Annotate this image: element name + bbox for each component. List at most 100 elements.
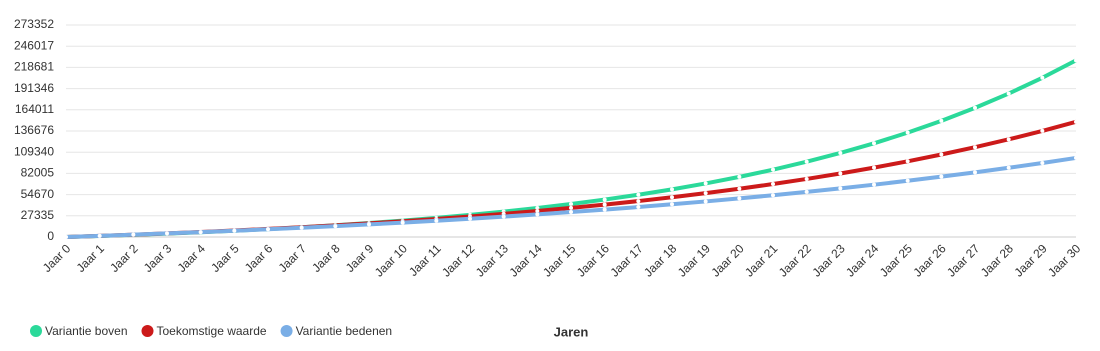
legend-marker [141, 325, 154, 337]
x-tick-label: Jaar 13 [473, 241, 511, 279]
x-tick-label: Jaar 15 [540, 241, 578, 279]
data-point [97, 233, 102, 238]
data-point [602, 202, 607, 207]
data-point [939, 152, 944, 157]
x-tick-label: Jaar 3 [141, 241, 175, 275]
x-axis-title: Jaren [554, 324, 589, 339]
x-tick-label: Jaar 6 [242, 241, 276, 275]
data-point [771, 182, 775, 187]
data-point [670, 202, 674, 207]
x-tick-label: Jaar 23 [809, 241, 847, 279]
data-point [636, 205, 641, 210]
legend-marker [280, 325, 293, 337]
x-tick-label: Jaar 11 [406, 241, 444, 279]
data-point [703, 199, 708, 204]
x-tick-label: Jaar 2 [107, 241, 141, 275]
data-point [939, 118, 944, 123]
data-point [333, 224, 338, 229]
data-point [501, 214, 506, 219]
data-point [535, 212, 540, 217]
data-point [703, 181, 708, 186]
x-tick-label: Jaar 5 [208, 241, 242, 275]
x-tick-label: Jaar 26 [910, 241, 948, 279]
y-tick-label: 109340 [14, 144, 54, 158]
x-tick-label: Jaar 25 [877, 241, 915, 279]
data-point [569, 210, 573, 215]
y-tick-label: 0 [47, 229, 54, 243]
data-point [367, 222, 371, 227]
legend-label: Toekomstige waarde [157, 324, 267, 338]
x-tick-label: Jaar 27 [944, 241, 982, 279]
data-point [1006, 165, 1011, 170]
data-point [535, 208, 540, 213]
data-point [905, 178, 910, 183]
data-point [804, 159, 809, 164]
data-point [737, 174, 742, 179]
data-point [838, 150, 843, 155]
x-tick-label: Jaar 20 [708, 241, 746, 279]
data-point [872, 182, 876, 187]
data-point [434, 218, 439, 223]
x-tick-label: Jaar 28 [978, 241, 1016, 279]
data-point [737, 186, 742, 191]
x-tick-label: Jaar 24 [843, 241, 881, 279]
x-tick-label: Jaar 12 [439, 241, 477, 279]
x-tick-label: Jaar 4 [175, 241, 209, 275]
x-tick-label: Jaar 14 [506, 241, 544, 279]
x-tick-label: Jaar 8 [309, 241, 343, 275]
y-tick-label: 191346 [14, 81, 54, 95]
legend-item: Variantie boven [30, 324, 128, 338]
data-point [232, 228, 237, 233]
data-point [1074, 58, 1078, 63]
data-point [299, 225, 304, 230]
data-point [838, 186, 843, 191]
data-point [131, 232, 136, 237]
y-tick-label: 27335 [21, 208, 55, 222]
x-tick-label: Jaar 22 [776, 241, 814, 279]
data-point [1006, 91, 1011, 96]
data-point [569, 205, 573, 210]
x-tick-label: Jaar 10 [372, 241, 410, 279]
data-point [872, 141, 876, 146]
y-tick-label: 164011 [15, 102, 54, 116]
data-point [838, 171, 843, 176]
data-point [1040, 75, 1045, 80]
data-point [973, 170, 977, 175]
data-point [670, 195, 674, 200]
data-point [1040, 160, 1045, 165]
data-point [64, 235, 68, 239]
legend-label: Variantie bedenen [296, 324, 393, 338]
y-tick-label: 54670 [21, 187, 55, 201]
data-point [602, 207, 607, 212]
series-line [65, 155, 1077, 239]
data-point [1006, 137, 1011, 142]
data-point [771, 193, 775, 198]
data-point [636, 192, 641, 197]
data-point [636, 199, 641, 204]
x-tick-label: Jaar 18 [641, 241, 679, 279]
y-tick-label: 246017 [14, 38, 54, 52]
x-tick-label: Jaar 19 [675, 241, 713, 279]
data-point [872, 165, 876, 170]
data-point [737, 196, 742, 201]
data-point [804, 189, 809, 194]
legend-item: Toekomstige waarde [141, 324, 267, 338]
data-point [771, 167, 775, 172]
x-tick-label: Jaar 17 [607, 241, 645, 279]
data-point [165, 231, 169, 236]
x-tick-label: Jaar 29 [1011, 241, 1049, 279]
data-point [703, 191, 708, 196]
data-point [973, 105, 977, 110]
data-point [400, 220, 405, 225]
data-point [670, 187, 674, 192]
y-tick-label: 82005 [21, 166, 55, 180]
data-point [1074, 119, 1078, 124]
x-tick-label: Jaar 0 [40, 241, 74, 275]
x-tick-label: Jaar 21 [742, 241, 780, 279]
data-point [973, 145, 977, 150]
legend-label: Variantie boven [45, 324, 128, 338]
x-tick-label: Jaar 1 [74, 241, 108, 275]
x-tick-label: Jaar 16 [574, 241, 612, 279]
legend-marker [30, 325, 42, 337]
